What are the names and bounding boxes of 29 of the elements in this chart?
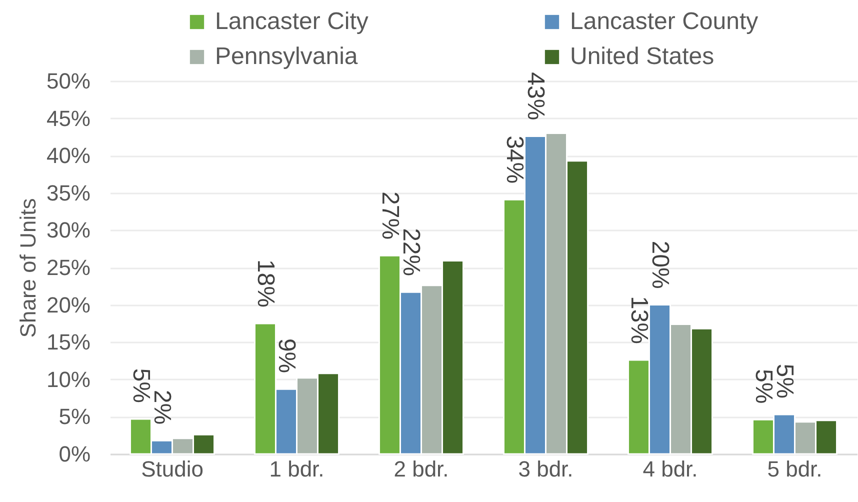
- y-tick-label: 20%: [46, 292, 90, 318]
- data-label: 9%: [273, 338, 300, 374]
- data-label: 34%: [501, 136, 528, 184]
- data-label: 20%: [646, 240, 674, 289]
- data-label: 5%: [750, 368, 778, 404]
- legend-label: Lancaster City: [215, 8, 368, 35]
- x-tick-label: Studio: [141, 456, 204, 482]
- x-tick-label: 5 bdr.: [767, 456, 822, 482]
- y-tick-label: 0%: [58, 442, 90, 466]
- legend-label: United States: [570, 43, 714, 70]
- y-tick-label: 15%: [46, 330, 90, 355]
- x-tick-label: 4 bdr.: [642, 456, 698, 482]
- y-tick-label: 35%: [46, 180, 90, 206]
- y-tick-label: 5%: [58, 404, 90, 430]
- y-tick-label: 40%: [46, 143, 90, 168]
- data-label: 13%: [626, 296, 653, 344]
- x-tick-label: 1 bdr.: [269, 456, 324, 482]
- legend-label: Pennsylvania: [215, 43, 358, 70]
- y-axis-title: Share of Units: [15, 198, 40, 338]
- legend-label: Lancaster County: [570, 8, 758, 35]
- x-tick-label: 3 bdr.: [518, 456, 574, 482]
- y-tick-label: 50%: [46, 68, 90, 94]
- y-tick-label: 30%: [46, 218, 90, 243]
- data-label: 18%: [252, 259, 280, 308]
- y-tick-label: 45%: [46, 106, 90, 131]
- y-tick-label: 10%: [46, 366, 90, 392]
- y-tick-label: 25%: [46, 255, 90, 280]
- x-tick-label: 2 bdr.: [394, 456, 449, 482]
- data-label: 43%: [522, 72, 550, 120]
